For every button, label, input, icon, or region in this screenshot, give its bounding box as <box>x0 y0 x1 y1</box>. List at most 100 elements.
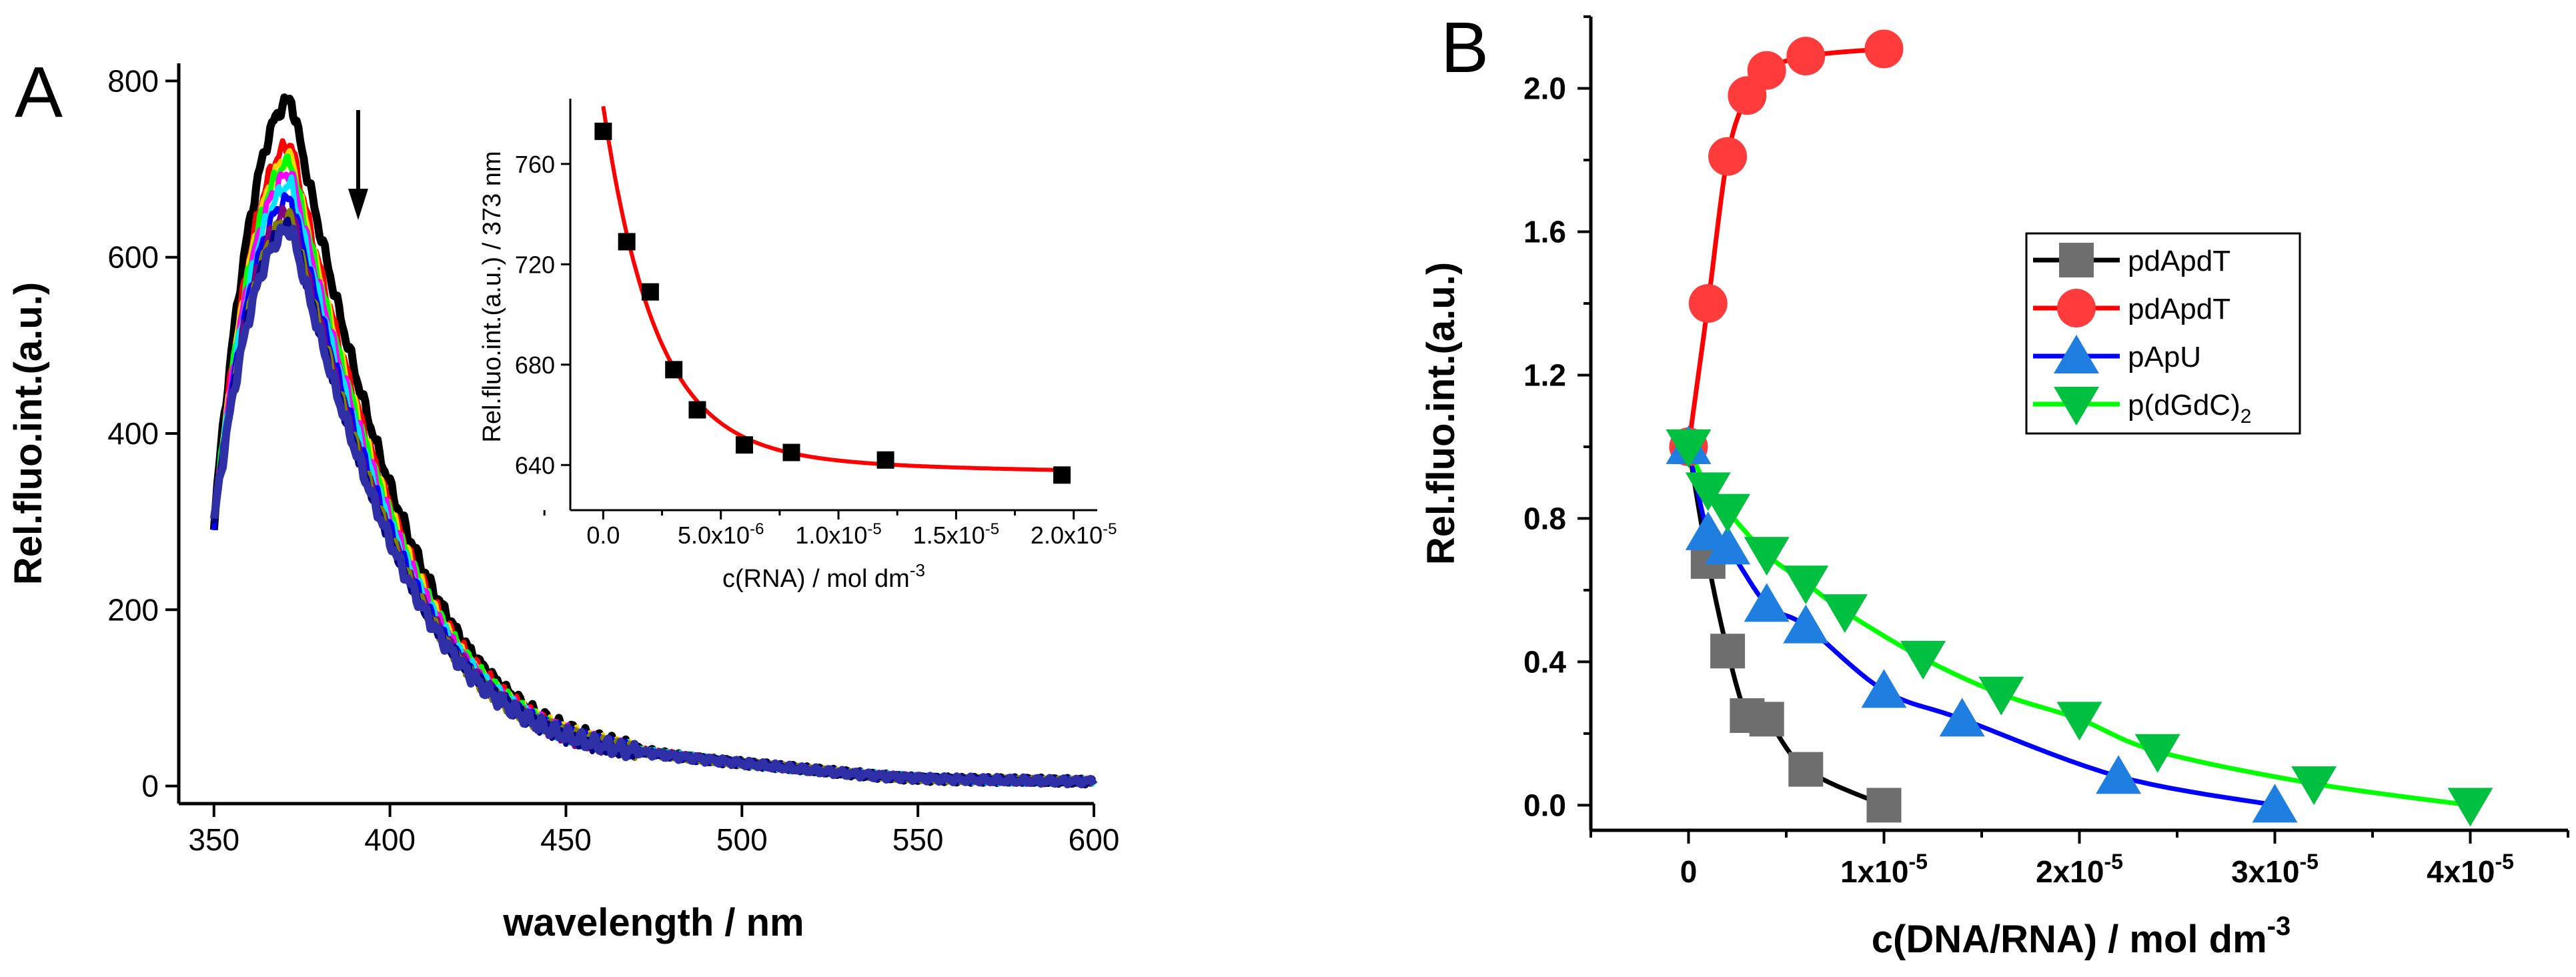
y-tick-label: 600 <box>107 240 159 275</box>
data-point-triangle-down <box>1978 676 2024 716</box>
spectrum-line <box>211 216 1097 788</box>
x-tick-label: 0 <box>1680 854 1698 889</box>
panel-a: A 350 400 450 500 550 600 0 200 400 600 800 wavel… <box>7 51 1119 944</box>
data-point-triangle-down <box>2291 766 2337 806</box>
inset-points <box>594 122 1071 484</box>
panel-b-legend: pdApdT pdApdT pApU p(dGdC)2 <box>2025 232 2301 435</box>
panel-b: B 0 1x10-5 2x10-5 3x10-5 4x10-5 0.0 0.4 0.8 1.2… <box>1419 7 2569 961</box>
panel-b-markers <box>1666 29 2493 827</box>
spectrum-line <box>211 153 1097 788</box>
legend-marker-circle <box>2057 289 2096 327</box>
x-tick-label: 600 <box>1069 822 1120 857</box>
inset-point <box>665 361 683 379</box>
legend-label: pApU <box>2128 341 2201 373</box>
inset-x-label: c(RNA) / mol dm-3 <box>722 560 925 593</box>
inset-x-tick-label: 5.0x10-6 <box>678 520 764 549</box>
data-point-triangle-up <box>1783 604 1829 644</box>
inset-x-tick-label: 2.0x10-5 <box>1031 520 1117 549</box>
legend-marker-triangle-up <box>2054 335 2099 373</box>
legend-marker-square <box>2059 243 2094 277</box>
inset-y-label: Rel.fluo.int.(a.u.) / 373 nm <box>478 151 506 442</box>
data-point-triangle-down <box>1685 472 1731 512</box>
inset-y-tick-label: 680 <box>515 351 555 379</box>
legend-label: p(dGdC)2 <box>2128 389 2251 427</box>
spectrum-line <box>211 174 1097 788</box>
data-point-square <box>1749 702 1784 737</box>
legend-label: pdApdT <box>2128 293 2230 325</box>
data-point-triangle-down <box>1666 429 1712 468</box>
spectrum-line <box>211 171 1097 787</box>
panel-a-x-ticks: 350 400 450 500 550 600 <box>188 804 1119 857</box>
y-tick-label: 0.0 <box>1523 788 1566 822</box>
x-tick-label: 4x10-5 <box>2427 850 2514 889</box>
x-tick-label: 400 <box>364 822 416 857</box>
panel-b-y-ticks: 0.0 0.4 0.8 1.2 1.6 2.0 <box>1523 15 1591 822</box>
inset-fit-curve <box>601 105 1060 472</box>
spectrum-line <box>209 93 1097 789</box>
inset-point <box>688 401 706 419</box>
data-point-square <box>1866 788 1902 823</box>
data-point-triangle-up <box>1744 583 1790 622</box>
data-point-triangle-up <box>2096 755 2142 794</box>
panel-b-x-ticks: 0 1x10-5 2x10-5 3x10-5 4x10-5 <box>1589 830 2569 889</box>
data-point-triangle-down <box>1822 594 1868 634</box>
legend-marker-triangle-down <box>2054 387 2099 425</box>
data-point-triangle-down <box>1783 566 1829 605</box>
spectrum-line <box>211 138 1095 788</box>
inset-x-tick-label: 0.0 <box>586 522 620 549</box>
x-tick-label: 1x10-5 <box>1840 850 1928 889</box>
data-point-square <box>1788 752 1824 787</box>
inset-y-tick-label: 760 <box>515 151 555 178</box>
panel-a-y-label: Rel.fluo.int.(a.u.) <box>7 282 50 585</box>
panel-a-inset: 0.0 5.0x10-6 1.0x10-5 1.5x10-5 2.0x10-5 6406… <box>478 99 1117 593</box>
series-fit-line <box>1686 446 2276 808</box>
inset-point <box>594 122 612 140</box>
panel-a-axes <box>177 63 1094 806</box>
x-tick-label: 3x10-5 <box>2231 850 2319 889</box>
data-point-triangle-up <box>1861 669 1907 708</box>
data-point-circle <box>1688 283 1728 323</box>
inset-fit <box>601 105 1060 472</box>
y-tick-label: 0 <box>141 769 159 804</box>
data-point-circle <box>1864 29 1904 69</box>
data-point-triangle-down <box>1705 494 1751 533</box>
y-tick-label: 2.0 <box>1523 71 1566 105</box>
inset-point <box>641 283 659 301</box>
inset-y-tick-label: 640 <box>515 451 555 479</box>
inset-point <box>782 443 800 461</box>
inset-point <box>735 436 753 454</box>
down-arrow-icon <box>348 110 368 220</box>
data-point-triangle-up <box>1939 698 1985 737</box>
panel-a-y-ticks: 0 200 400 600 800 <box>107 63 179 804</box>
legend-label: pdApdT <box>2128 245 2230 277</box>
data-point-triangle-up <box>1705 526 1751 565</box>
y-tick-label: 800 <box>107 63 159 98</box>
data-point-triangle-up <box>2252 784 2298 823</box>
inset-y-tick-label: 720 <box>515 251 555 278</box>
data-point-triangle-down <box>1744 537 1790 576</box>
inset-point <box>876 451 894 469</box>
inset-point <box>618 233 636 251</box>
data-point-triangle-down <box>2447 788 2493 827</box>
x-tick-label: 500 <box>716 822 768 857</box>
inset-point <box>1053 466 1071 484</box>
data-point-circle <box>1708 137 1748 176</box>
x-tick-label: 550 <box>892 822 944 857</box>
panel-b-y-label: Rel.fluo.int.(a.u.) <box>1419 262 1463 565</box>
panel-a-letter: A <box>15 51 63 132</box>
inset-x-tick-label: 1.5x10-5 <box>913 520 999 549</box>
data-point-circle <box>1786 37 1826 76</box>
panel-a-x-label: wavelength / nm <box>502 901 804 944</box>
x-tick-label: 350 <box>188 822 239 857</box>
panel-b-letter: B <box>1441 7 1489 87</box>
data-point-square <box>1710 634 1746 669</box>
inset-y-ticks: 640 680 720 760 <box>515 151 570 479</box>
y-tick-label: 1.6 <box>1523 214 1566 249</box>
panel-b-x-label: c(DNA/RNA) / mol dm-3 <box>1872 912 2291 961</box>
data-point-triangle-down <box>1900 641 1946 680</box>
series-fit-line <box>1686 46 1884 447</box>
y-tick-label: 0.4 <box>1523 644 1566 679</box>
data-point-circle <box>1747 51 1786 90</box>
x-tick-label: 450 <box>540 822 592 857</box>
y-tick-label: 1.2 <box>1523 357 1566 392</box>
